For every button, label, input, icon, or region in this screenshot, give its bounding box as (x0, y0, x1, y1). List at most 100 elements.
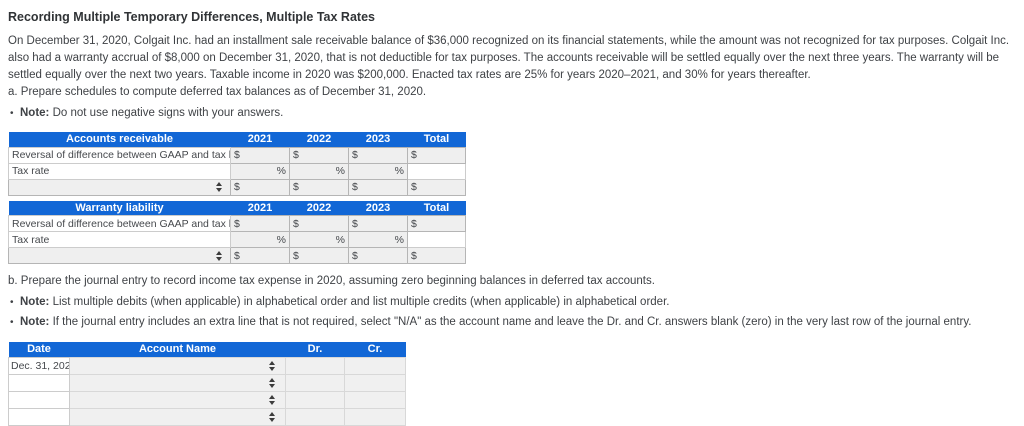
journal-row1-account-select[interactable] (69, 356, 286, 375)
problem-statement: On December 31, 2020, Colgait Inc. had a… (8, 35, 1010, 81)
ar-reversal-2022-input[interactable] (300, 148, 345, 162)
journal-row3-date (8, 390, 70, 409)
cell-wl-taxrate-2023: % (348, 231, 408, 248)
note-b1-text: Note: List multiple debits (when applica… (20, 296, 670, 308)
journal-row-4 (8, 407, 406, 426)
cell-wl-deferred-total: $ (407, 247, 466, 264)
ar-taxrate-2022-input[interactable] (293, 164, 334, 178)
cell-wl-reversal-2023: $ (348, 215, 408, 232)
taxrate-row-label: Tax rate (8, 231, 231, 248)
percent-sign: % (394, 165, 404, 177)
note-b2: • Note: If the journal entry includes an… (8, 315, 1016, 330)
col-header-date: Date (8, 342, 70, 357)
note-b1: • Note: List multiple debits (when appli… (8, 295, 1016, 310)
wl-taxrate-2021-input[interactable] (234, 233, 275, 246)
ar-deferred-total-input[interactable] (418, 180, 462, 194)
ar-deferred-2023-input[interactable] (359, 180, 404, 194)
dollar-sign: $ (352, 249, 358, 262)
dropdown-arrows-icon (269, 411, 275, 422)
schedule-title-warranty-liability: Warranty liability (8, 200, 231, 216)
dollar-sign: $ (411, 249, 417, 262)
journal-row4-account-select[interactable] (69, 407, 286, 426)
wl-taxrate-2022-input[interactable] (293, 233, 334, 246)
col-header-total: Total (407, 132, 466, 147)
ar-reversal-total-input[interactable] (418, 148, 462, 162)
percent-sign: % (335, 233, 345, 246)
dollar-sign: $ (352, 149, 358, 161)
schedule-title-accounts-receivable: Accounts receivable (8, 132, 231, 147)
cell-ar-taxrate-total-blank (407, 162, 466, 180)
journal-row1-dr-cell (285, 356, 345, 375)
wl-reversal-2022-input[interactable] (300, 217, 345, 230)
part-b-instruction: b. Prepare the journal entry to record i… (8, 275, 655, 287)
journal-row3-cr-cell (344, 390, 406, 409)
journal-row-3 (8, 390, 406, 409)
journal-row4-cr-cell (344, 407, 406, 426)
table-row: Tax rate % % % (8, 231, 466, 248)
wl-reversal-2023-input[interactable] (359, 217, 404, 230)
cell-wl-taxrate-2022: % (289, 231, 349, 248)
ar-taxrate-2021-input[interactable] (234, 164, 275, 178)
journal-row2-account-select[interactable] (69, 373, 286, 392)
wl-deferred-2022-input[interactable] (300, 249, 345, 262)
cell-ar-reversal-2023: $ (348, 146, 408, 164)
table-row: Reversal of difference between GAAP and … (8, 146, 466, 164)
ar-deferred-2021-input[interactable] (241, 180, 286, 194)
cell-ar-reversal-2022: $ (289, 146, 349, 164)
journal-row1-cr-input[interactable] (348, 359, 402, 372)
cell-wl-reversal-2021: $ (230, 215, 290, 232)
wl-deferred-account-select[interactable] (8, 247, 231, 264)
journal-row3-cr-input[interactable] (348, 393, 402, 406)
dollar-sign: $ (234, 217, 240, 230)
journal-row4-cr-input[interactable] (348, 410, 402, 423)
part-a-instruction: a. Prepare schedules to compute deferred… (8, 86, 427, 98)
table-header-row: Accounts receivable 2021 2022 2023 Total (8, 132, 466, 147)
col-header-2023: 2023 (348, 132, 408, 147)
cell-ar-taxrate-2021: % (230, 162, 290, 180)
cell-wl-deferred-2021: $ (230, 247, 290, 264)
page-title: Recording Multiple Temporary Differences… (8, 10, 375, 24)
journal-row2-dr-input[interactable] (289, 376, 341, 389)
col-header-2022: 2022 (289, 132, 349, 147)
dollar-sign: $ (293, 217, 299, 230)
ar-reversal-2021-input[interactable] (241, 148, 286, 162)
journal-row2-date (8, 373, 70, 392)
journal-row2-cr-input[interactable] (348, 376, 402, 389)
warranty-liability-table: Warranty liability 2021 2022 2023 Total … (8, 200, 466, 264)
journal-row3-dr-input[interactable] (289, 393, 341, 406)
ar-deferred-account-select[interactable] (8, 178, 231, 196)
dropdown-arrows-icon (216, 182, 222, 193)
cell-ar-taxrate-2022: % (289, 162, 349, 180)
cell-ar-deferred-2021: $ (230, 178, 290, 196)
dropdown-arrows-icon (269, 360, 275, 371)
dollar-sign: $ (293, 249, 299, 262)
cell-ar-reversal-2021: $ (230, 146, 290, 164)
wl-reversal-2021-input[interactable] (241, 217, 286, 230)
wl-deferred-2021-input[interactable] (241, 249, 286, 262)
dollar-sign: $ (293, 181, 299, 193)
percent-sign: % (276, 165, 286, 177)
journal-row4-dr-input[interactable] (289, 410, 341, 423)
percent-sign: % (335, 165, 345, 177)
note-a-text: Note: Do not use negative signs with you… (20, 107, 284, 119)
cell-wl-taxrate-2021: % (230, 231, 290, 248)
bullet-icon: • (10, 297, 14, 308)
wl-taxrate-2023-input[interactable] (352, 233, 393, 246)
ar-reversal-2023-input[interactable] (359, 148, 404, 162)
dollar-sign: $ (411, 181, 417, 193)
journal-row3-account-select[interactable] (69, 390, 286, 409)
wl-deferred-2023-input[interactable] (359, 249, 404, 262)
cell-ar-deferred-total: $ (407, 178, 466, 196)
col-header-2021: 2021 (230, 132, 290, 147)
wl-deferred-total-input[interactable] (418, 249, 462, 262)
reversal-row-label: Reversal of difference between GAAP and … (8, 146, 231, 164)
cell-ar-taxrate-2023: % (348, 162, 408, 180)
wl-reversal-total-input[interactable] (418, 217, 462, 230)
col-header-dr: Dr. (285, 342, 345, 357)
journal-row1-dr-input[interactable] (289, 359, 341, 372)
journal-row1-cr-cell (344, 356, 406, 375)
ar-taxrate-2023-input[interactable] (352, 164, 393, 178)
dollar-sign: $ (234, 249, 240, 262)
note-b2-text: Note: If the journal entry includes an e… (20, 316, 972, 328)
ar-deferred-2022-input[interactable] (300, 180, 345, 194)
